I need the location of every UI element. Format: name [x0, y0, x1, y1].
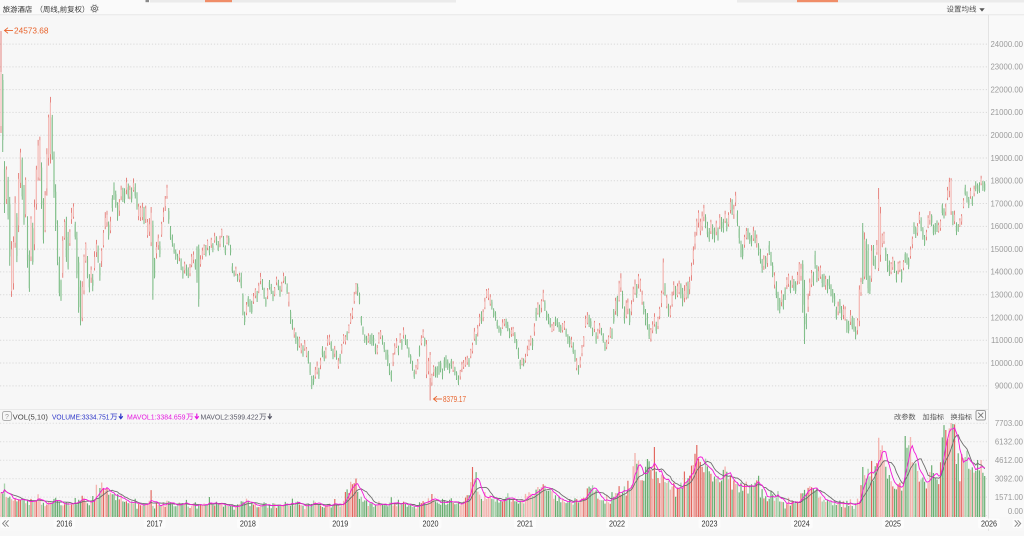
- svg-text:2020: 2020: [423, 519, 439, 529]
- svg-text:?: ?: [5, 414, 9, 421]
- svg-text:2016: 2016: [56, 519, 72, 529]
- svg-text:2024: 2024: [794, 519, 810, 529]
- svg-text:2025: 2025: [885, 519, 901, 529]
- svg-text:16000.00: 16000.00: [990, 222, 1023, 231]
- svg-text:2018: 2018: [240, 519, 256, 529]
- svg-text:23000.00: 23000.00: [990, 63, 1023, 72]
- svg-text:2021: 2021: [517, 519, 533, 529]
- svg-text:15000.00: 15000.00: [990, 245, 1023, 254]
- svg-text:2017: 2017: [147, 519, 163, 529]
- svg-text:11000.00: 11000.00: [991, 336, 1024, 345]
- svg-text:17000.00: 17000.00: [990, 199, 1023, 208]
- svg-text:10000.00: 10000.00: [990, 359, 1023, 368]
- svg-text:22000.00: 22000.00: [990, 85, 1023, 94]
- svg-text:1571.00: 1571.00: [995, 493, 1024, 502]
- svg-text:20000.00: 20000.00: [990, 131, 1023, 140]
- svg-text:8379.17: 8379.17: [443, 395, 466, 404]
- svg-text:2019: 2019: [332, 519, 348, 529]
- svg-text:VOL(5,10): VOL(5,10): [13, 413, 48, 422]
- svg-text:24000.00: 24000.00: [990, 40, 1023, 49]
- svg-text:19000.00: 19000.00: [990, 154, 1023, 163]
- svg-text:7703.00: 7703.00: [995, 419, 1024, 428]
- svg-text:14000.00: 14000.00: [990, 268, 1023, 277]
- svg-text:MAVOL1:3384.659: MAVOL1:3384.659: [127, 413, 186, 422]
- svg-text:MAVOL2:3599.422: MAVOL2:3599.422: [201, 413, 259, 422]
- svg-text:13000.00: 13000.00: [990, 291, 1023, 300]
- svg-text:VOLUME:3334.751: VOLUME:3334.751: [52, 413, 110, 422]
- svg-text:21000.00: 21000.00: [990, 108, 1023, 117]
- svg-text:9000.00: 9000.00: [995, 382, 1024, 391]
- svg-text:4612.00: 4612.00: [995, 456, 1024, 465]
- svg-text:2026: 2026: [981, 519, 997, 529]
- svg-text:6132.00: 6132.00: [995, 438, 1024, 447]
- svg-text:18000.00: 18000.00: [990, 177, 1023, 186]
- svg-text:0.00: 0.00: [1008, 507, 1024, 516]
- svg-text:3092.00: 3092.00: [995, 475, 1024, 484]
- svg-text:24573.68: 24573.68: [14, 26, 49, 35]
- svg-text:2022: 2022: [609, 519, 625, 529]
- svg-text:2023: 2023: [702, 519, 718, 529]
- svg-text:12000.00: 12000.00: [990, 313, 1023, 322]
